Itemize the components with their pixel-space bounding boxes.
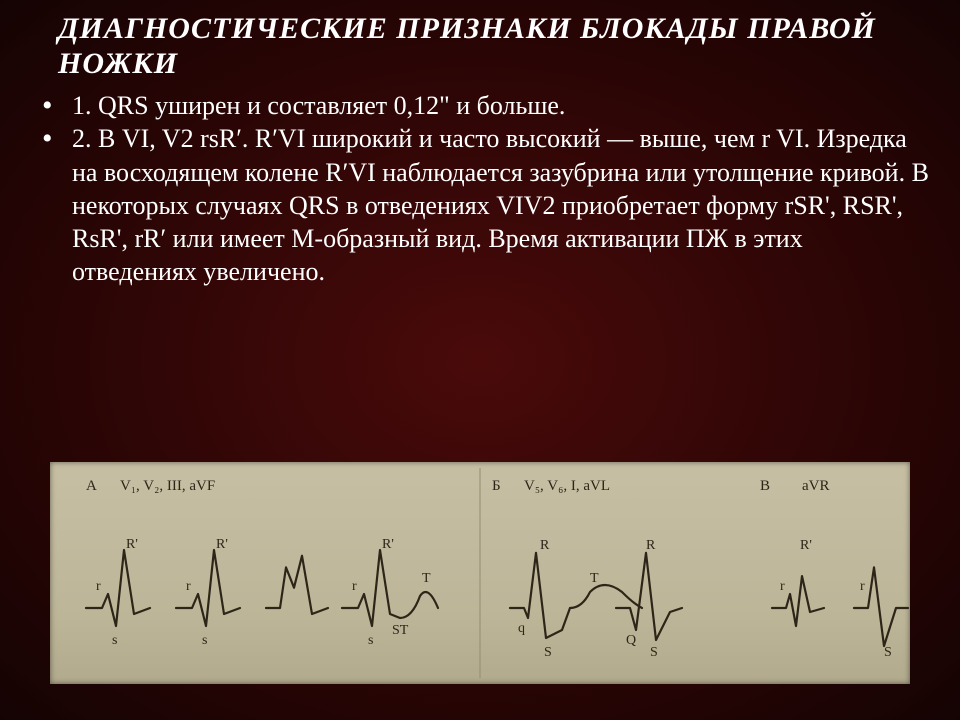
svg-text:T: T [422,571,431,586]
svg-text:q: q [518,621,525,636]
svg-text:V₅, V₆, I, aVL: V₅, V₆, I, aVL [524,478,610,494]
svg-text:r: r [186,579,191,594]
svg-text:r: r [96,579,101,594]
svg-text:r: r [860,579,865,594]
svg-text:S: S [544,645,552,660]
svg-text:s: s [112,633,117,648]
ecg-svg: A V₁, V₂, III, aVF Б V₅, V₆, I, aVL ВaVR r R' s… [50,462,910,684]
svg-text:S: S [650,645,658,660]
svg-text:Б: Б [492,478,501,494]
ecg-figure: A V₁, V₂, III, aVF Б V₅, V₆, I, aVL ВaVR r R' s… [50,462,910,684]
svg-text:R': R' [126,537,138,552]
bullet-list: 1. QRS уширен и составляет 0,12" и больш… [58,89,930,289]
bullet-item: 1. QRS уширен и составляет 0,12" и больш… [68,89,930,122]
svg-text:R': R' [382,537,394,552]
svg-text:aVR: aVR [802,478,830,494]
svg-text:V₁, V₂, III, aVF: V₁, V₂, III, aVF [120,478,215,494]
svg-text:Q: Q [626,633,636,648]
svg-text:s: s [202,633,207,648]
svg-text:R': R' [800,538,812,553]
svg-text:ST: ST [392,623,409,638]
svg-text:R: R [646,538,656,553]
svg-text:В: В [760,478,770,494]
svg-text:r: r [780,579,785,594]
slide-title: ДИАГНОСТИЧЕСКИЕ ПРИЗНАКИ БЛОКАДЫ ПРАВОЙ … [58,12,930,81]
bullet-item: 2. В VI, V2 rsR′. R′VI широкий и часто в… [68,122,930,288]
svg-text:S: S [884,645,892,660]
svg-text:R': R' [216,537,228,552]
svg-text:r: r [352,579,357,594]
svg-text:T: T [590,571,599,586]
svg-text:R: R [540,538,550,553]
svg-text:A: A [86,478,97,494]
svg-text:s: s [368,633,373,648]
